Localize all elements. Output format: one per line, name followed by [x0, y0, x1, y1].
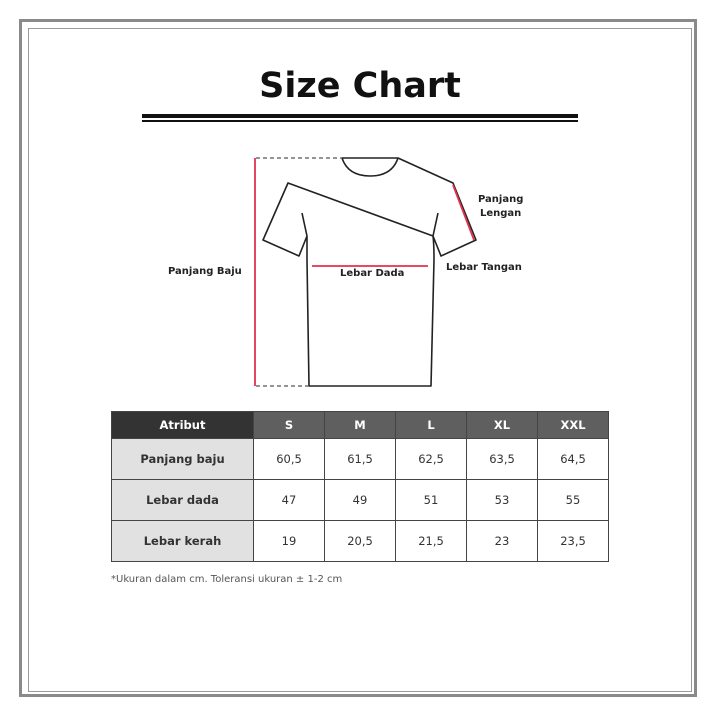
sleeve-measure-line [452, 184, 475, 241]
label-panjang-lengan-2: Lengan [480, 208, 522, 219]
table-row: Panjang baju 60,5 61,5 62,5 63,5 64,5 [111, 438, 609, 480]
table-cell: 53 [466, 479, 538, 521]
tolerance-note: *Ukuran dalam cm. Toleransi ukuran ± 1-2… [111, 574, 343, 585]
label-panjang-baju: Panjang Baju [168, 266, 242, 277]
table-cell: 55 [537, 479, 609, 521]
table-cell: 62,5 [395, 438, 467, 480]
table-row: Lebar dada 47 49 51 53 55 [111, 479, 609, 521]
table-cell: 21,5 [395, 520, 467, 562]
table-cell: 49 [324, 479, 396, 521]
table-cell: 63,5 [466, 438, 538, 480]
label-panjang-lengan-1: Panjang [478, 194, 524, 205]
label-lebar-dada: Lebar Dada [340, 268, 405, 279]
table-cell: 51 [395, 479, 467, 521]
table-cell: 64,5 [537, 438, 609, 480]
inner-frame [28, 28, 692, 692]
table-cell: 61,5 [324, 438, 396, 480]
header-cell: XL [466, 411, 538, 439]
table-cell: 20,5 [324, 520, 396, 562]
table-cell: 23,5 [537, 520, 609, 562]
header-cell: L [395, 411, 467, 439]
header-cell: XXL [537, 411, 609, 439]
tshirt-outline [262, 157, 477, 387]
size-table: Atribut S M L XL XXL Panjang baju 60,5 6… [111, 411, 609, 562]
title-rule-thin [142, 120, 578, 122]
page-title: Size Chart [259, 66, 461, 106]
table-cell: 23 [466, 520, 538, 562]
header-cell: Atribut [111, 411, 254, 439]
tshirt-collar [341, 157, 399, 177]
table-row: Lebar kerah 19 20,5 21,5 23 23,5 [111, 520, 609, 562]
title-rule [142, 114, 578, 118]
header-cell: M [324, 411, 396, 439]
label-lebar-tangan: Lebar Tangan [446, 262, 522, 273]
table-header-row: Atribut S M L XL XXL [111, 411, 609, 439]
row-label: Panjang baju [111, 438, 254, 480]
row-label: Lebar kerah [111, 520, 254, 562]
table-cell: 60,5 [253, 438, 325, 480]
table-cell: 47 [253, 479, 325, 521]
header-cell: S [253, 411, 325, 439]
row-label: Lebar dada [111, 479, 254, 521]
table-cell: 19 [253, 520, 325, 562]
outer-frame [19, 19, 697, 697]
